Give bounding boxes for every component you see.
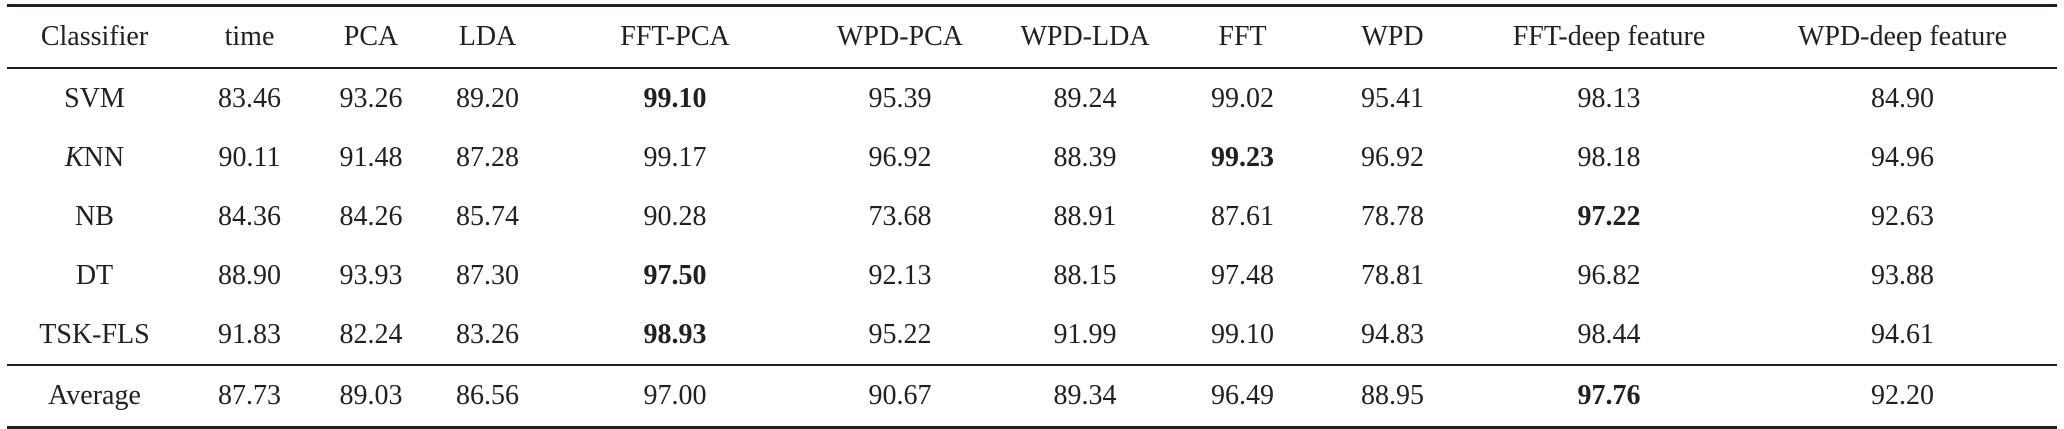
header-cell: FFT: [1170, 4, 1315, 69]
value-cell: 99.10: [643, 82, 707, 114]
value-cell: 88.15: [1053, 259, 1117, 291]
value-cell: 99.02: [1211, 82, 1274, 114]
value-cell: 95.22: [868, 318, 932, 350]
header-row: Classifier time PCA LDA FFT-PCA WPD-PCA …: [7, 4, 2057, 69]
value-cell: 87.28: [456, 141, 519, 173]
value-cell: 83.26: [456, 318, 519, 350]
value-cell: 93.93: [339, 259, 403, 291]
average-cell: 88.95: [1315, 364, 1470, 429]
value-cell: 95.41: [1361, 82, 1424, 114]
value-cell: 92.63: [1871, 200, 1934, 232]
average-label: Average: [7, 364, 182, 429]
average-cell: 89.03: [317, 364, 425, 429]
value-cell: 99.23: [1211, 141, 1274, 173]
value-cell: 84.26: [339, 200, 403, 232]
table-row-knn: KNN 90.11 91.48 87.28 99.17 96.92 88.39 …: [7, 128, 2057, 187]
value-cell: 94.83: [1361, 318, 1424, 350]
value-cell: 98.18: [1577, 141, 1641, 173]
classifier-rest-part: NN: [83, 141, 125, 173]
value-cell: 87.61: [1211, 200, 1274, 232]
value-cell: 84.36: [218, 200, 281, 232]
header-cell: Classifier: [7, 4, 182, 69]
accuracy-comparison-table: Classifier time PCA LDA FFT-PCA WPD-PCA …: [7, 4, 2057, 429]
value-cell: 96.92: [868, 141, 932, 173]
value-cell: 96.92: [1361, 141, 1424, 173]
value-cell: 91.99: [1053, 318, 1117, 350]
average-cell: 89.34: [1000, 364, 1170, 429]
average-cell: 90.67: [800, 364, 1000, 429]
average-row: Average 87.73 89.03 86.56 97.00 90.67 89…: [7, 364, 2057, 429]
header-cell: FFT-deep feature: [1470, 4, 1748, 69]
value-cell: 94.96: [1871, 141, 1934, 173]
value-cell: 98.44: [1577, 318, 1641, 350]
value-cell: 78.81: [1361, 259, 1424, 291]
value-cell: 88.90: [218, 259, 281, 291]
header-cell: WPD: [1315, 4, 1470, 69]
value-cell: 91.83: [218, 318, 281, 350]
value-cell: 97.22: [1577, 200, 1641, 232]
results-table-container: Classifier time PCA LDA FFT-PCA WPD-PCA …: [7, 4, 2057, 429]
value-cell: 97.48: [1211, 259, 1274, 291]
average-cell: 97.76: [1470, 364, 1748, 429]
average-cell: 96.49: [1170, 364, 1315, 429]
header-cell: FFT-PCA: [550, 4, 800, 69]
value-cell: 90.11: [218, 141, 281, 173]
header-cell: WPD-PCA: [800, 4, 1000, 69]
table-row-dt: DT 88.90 93.93 87.30 97.50 92.13 88.15 9…: [7, 246, 2057, 305]
value-cell: 93.88: [1871, 259, 1934, 291]
average-cell: 97.00: [550, 364, 800, 429]
value-cell: 96.82: [1577, 259, 1641, 291]
value-cell: 98.13: [1577, 82, 1641, 114]
value-cell: 78.78: [1361, 200, 1424, 232]
value-cell: 95.39: [868, 82, 932, 114]
value-cell: 83.46: [218, 82, 281, 114]
value-cell: 92.13: [868, 259, 932, 291]
average-cell: 86.56: [425, 364, 550, 429]
value-cell: 87.30: [456, 259, 519, 291]
classifier-italic-part: K: [64, 141, 84, 173]
value-cell: 88.39: [1053, 141, 1117, 173]
classifier-cell: DT: [75, 259, 114, 291]
value-cell: 99.10: [1211, 318, 1274, 350]
table-row-nb: NB 84.36 84.26 85.74 90.28 73.68 88.91 8…: [7, 187, 2057, 246]
classifier-cell: NB: [75, 200, 114, 232]
value-cell: 88.91: [1053, 200, 1117, 232]
value-cell: 85.74: [456, 200, 519, 232]
header-cell: PCA: [317, 4, 425, 69]
value-cell: 93.26: [339, 82, 403, 114]
value-cell: 97.50: [643, 259, 707, 291]
classifier-cell: TSK-FLS: [39, 318, 150, 350]
value-cell: 84.90: [1871, 82, 1934, 114]
header-cell: WPD-LDA: [1000, 4, 1170, 69]
table-row-svm: SVM 83.46 93.26 89.20 99.10 95.39 89.24 …: [7, 68, 2057, 128]
value-cell: 82.24: [339, 318, 403, 350]
header-cell: WPD-deep feature: [1748, 4, 2057, 69]
value-cell: 98.93: [643, 318, 707, 350]
value-cell: 90.28: [643, 200, 707, 232]
value-cell: 73.68: [868, 200, 932, 232]
value-cell: 99.17: [643, 141, 707, 173]
classifier-cell: KNN: [7, 128, 182, 187]
header-cell: LDA: [425, 4, 550, 69]
value-cell: 94.61: [1871, 318, 1934, 350]
classifier-cell: SVM: [64, 82, 125, 114]
value-cell: 89.24: [1053, 82, 1117, 114]
table-row-tsk-fls: TSK-FLS 91.83 82.24 83.26 98.93 95.22 91…: [7, 305, 2057, 365]
average-cell: 87.73: [182, 364, 317, 429]
value-cell: 89.20: [456, 82, 519, 114]
header-cell: time: [182, 4, 317, 69]
average-cell: 92.20: [1748, 364, 2057, 429]
value-cell: 91.48: [339, 141, 403, 173]
